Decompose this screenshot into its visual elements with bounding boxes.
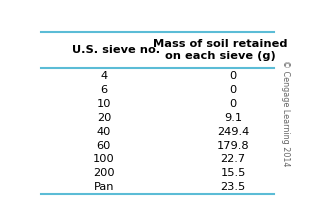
Text: 6: 6 [100,85,108,95]
Text: 179.8: 179.8 [217,141,249,151]
Text: 249.4: 249.4 [217,127,249,137]
Text: U.S. sieve no.: U.S. sieve no. [72,45,160,55]
Text: 40: 40 [97,127,111,137]
Text: Mass of soil retained
on each sieve (g): Mass of soil retained on each sieve (g) [153,39,287,61]
Text: 4: 4 [100,71,108,81]
Text: 100: 100 [93,155,115,164]
Text: 23.5: 23.5 [220,182,246,192]
Text: © Cengage Learning 2014: © Cengage Learning 2014 [281,60,290,166]
Text: 9.1: 9.1 [224,113,242,123]
Text: 10: 10 [97,99,111,109]
Text: 0: 0 [229,71,237,81]
Text: Pan: Pan [94,182,114,192]
Text: 60: 60 [97,141,111,151]
Text: 22.7: 22.7 [220,155,246,164]
Text: 20: 20 [97,113,111,123]
Text: 0: 0 [229,85,237,95]
Text: 15.5: 15.5 [220,168,246,178]
Text: 200: 200 [93,168,115,178]
Text: 0: 0 [229,99,237,109]
